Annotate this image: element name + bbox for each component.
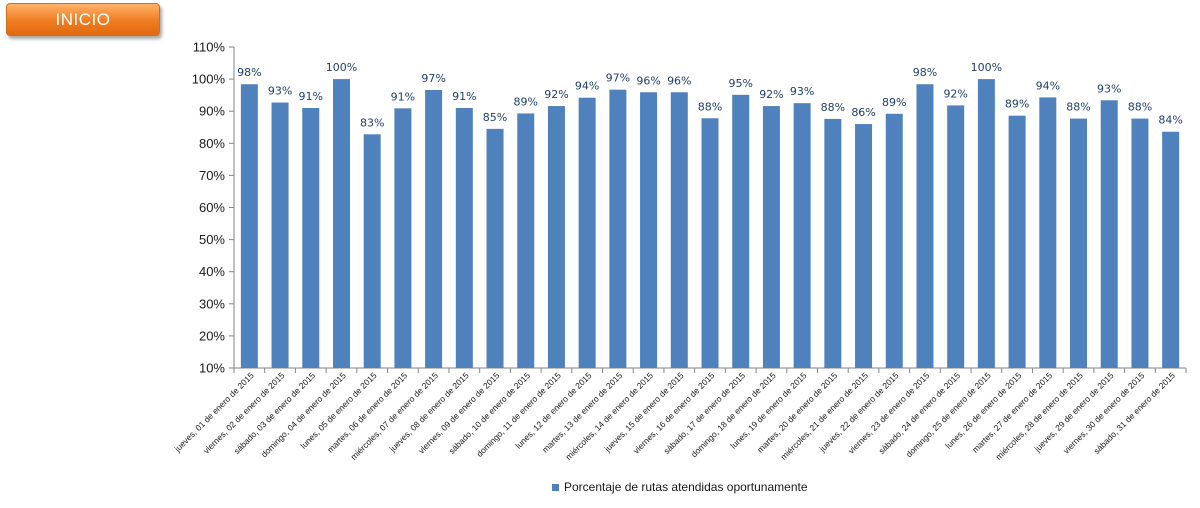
- data-label: 85%: [483, 111, 507, 124]
- data-label: 92%: [943, 87, 967, 100]
- data-label: 95%: [728, 77, 752, 90]
- bar: [732, 94, 750, 368]
- bar: [824, 118, 842, 369]
- data-label: 92%: [544, 88, 568, 101]
- data-label: 83%: [360, 116, 384, 129]
- y-tick-label: 80%: [199, 136, 225, 151]
- bar: [517, 113, 535, 369]
- y-tick-label: 70%: [199, 168, 225, 183]
- data-label: 88%: [1066, 101, 1090, 114]
- data-label: 98%: [237, 66, 261, 79]
- bar: [793, 103, 811, 369]
- y-tick-label: 30%: [199, 296, 225, 311]
- bar: [486, 128, 504, 368]
- data-label: 98%: [913, 66, 937, 79]
- bar: [762, 106, 780, 369]
- data-label: 94%: [575, 80, 599, 93]
- legend-label: Porcentaje de rutas atendidas oportuname…: [564, 480, 808, 494]
- data-label: 88%: [698, 100, 722, 113]
- bar: [425, 90, 443, 368]
- y-tick-label: 100%: [192, 72, 226, 87]
- data-label: 91%: [452, 90, 476, 103]
- y-tick-label: 90%: [199, 104, 225, 119]
- bar: [578, 97, 596, 368]
- y-tick-label: 40%: [199, 264, 225, 279]
- y-tick-label: 20%: [199, 328, 225, 343]
- data-label: 93%: [1097, 82, 1121, 95]
- bar: [332, 79, 350, 368]
- data-label: 93%: [790, 85, 814, 98]
- chart-legend: Porcentaje de rutas atendidas oportuname…: [552, 480, 808, 494]
- bar: [1100, 100, 1118, 368]
- bar: [547, 106, 565, 369]
- bar: [855, 124, 873, 368]
- bar: [1162, 131, 1180, 368]
- bar: [670, 92, 688, 369]
- bar: [240, 84, 258, 369]
- bar: [885, 113, 903, 368]
- bar: [455, 107, 473, 369]
- bar: [1070, 118, 1088, 368]
- data-label: 100%: [326, 61, 357, 74]
- data-label: 96%: [636, 74, 660, 87]
- data-label: 89%: [882, 96, 906, 109]
- bar: [1039, 97, 1057, 368]
- data-label: 94%: [1036, 79, 1060, 92]
- inicio-button[interactable]: INICIO: [6, 3, 160, 36]
- y-tick-label: 10%: [199, 361, 225, 376]
- data-label: 89%: [1005, 98, 1029, 111]
- data-label: 91%: [391, 90, 415, 103]
- bar: [947, 105, 965, 368]
- data-label: 88%: [821, 101, 845, 114]
- data-label: 88%: [1128, 101, 1152, 114]
- y-tick-label: 110%: [193, 40, 226, 55]
- data-label: 84%: [1158, 114, 1182, 127]
- bar: [701, 118, 719, 369]
- bar: [363, 134, 381, 368]
- bar: [271, 102, 289, 369]
- data-label: 100%: [971, 61, 1002, 74]
- y-tick-label: 60%: [199, 200, 225, 215]
- data-label: 96%: [667, 74, 691, 87]
- data-label: 97%: [606, 72, 630, 85]
- data-label: 91%: [299, 90, 323, 103]
- bar: [916, 84, 934, 369]
- data-label: 86%: [851, 106, 875, 119]
- data-label: 97%: [421, 72, 445, 85]
- y-tick-label: 50%: [199, 232, 225, 247]
- bar: [1131, 118, 1149, 368]
- bar: [394, 108, 412, 368]
- bar: [977, 79, 995, 368]
- data-label: 93%: [268, 85, 292, 98]
- bar: [302, 107, 320, 369]
- bar: [1008, 115, 1026, 368]
- data-label: 89%: [514, 95, 538, 108]
- legend-swatch: [552, 483, 559, 491]
- bar: [609, 89, 627, 369]
- data-label: 92%: [759, 88, 783, 101]
- bar: [640, 92, 658, 369]
